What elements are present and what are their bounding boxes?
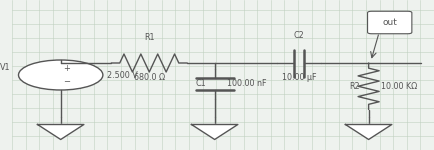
Circle shape [19,60,103,90]
Polygon shape [37,124,84,140]
Text: C2: C2 [294,32,304,40]
FancyBboxPatch shape [368,11,412,34]
Text: 2.500 V: 2.500 V [107,70,138,80]
Text: V1: V1 [0,63,10,72]
Text: −: − [63,77,70,86]
Text: +: + [63,64,70,73]
Text: R2: R2 [349,82,360,91]
Polygon shape [191,124,238,140]
Text: 100.00 nF: 100.00 nF [227,80,267,88]
Text: R1: R1 [144,33,155,42]
Text: out: out [382,18,397,27]
Polygon shape [345,124,392,140]
Text: C1: C1 [196,80,206,88]
Text: 680.0 Ω: 680.0 Ω [134,74,165,82]
Text: 10.00 μF: 10.00 μF [282,74,316,82]
Text: 10.00 KΩ: 10.00 KΩ [381,82,418,91]
